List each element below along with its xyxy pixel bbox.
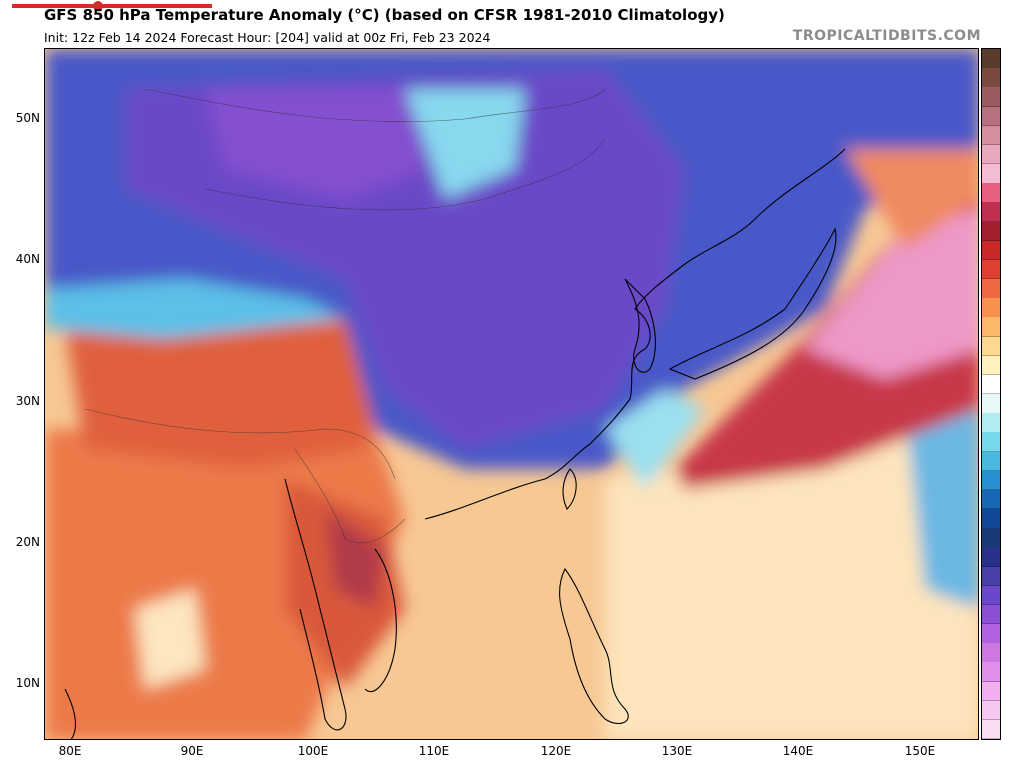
colorbar-swatch <box>982 279 1000 299</box>
neutral-zone-pacific <box>605 429 978 739</box>
coastline-korea <box>624 278 656 373</box>
lat-label-50n: 50N <box>15 111 40 125</box>
cool-zone-east-china-sea <box>605 389 705 489</box>
very-hot-zone-laos <box>325 509 385 609</box>
colorbar-swatch <box>982 509 1000 529</box>
colorbar-swatch <box>982 221 1000 242</box>
colorbar-swatch <box>982 470 1000 491</box>
colorbar-swatch <box>982 164 1000 184</box>
coastlines <box>64 148 846 739</box>
lon-label-80e: 80E <box>58 744 82 758</box>
map-title: GFS 850 hPa Temperature Anomaly (°C) (ba… <box>44 6 725 24</box>
colorbar-swatch <box>982 183 1000 203</box>
colorbar-swatch <box>982 355 1000 376</box>
colorbar-swatch <box>982 144 1000 165</box>
coastline-china <box>424 148 846 520</box>
colorbar-swatch <box>982 719 1000 739</box>
colorbar-swatch <box>982 49 1000 69</box>
colorbar-swatch <box>982 624 1000 644</box>
colorbar-swatch <box>982 432 1000 452</box>
coastline-vietnam <box>364 548 397 692</box>
coastline-sri-lanka <box>64 688 76 739</box>
coastline-philippines <box>559 567 629 724</box>
pink-zone-pacific <box>805 209 978 379</box>
colorbar-swatch <box>982 298 1000 318</box>
neutral-zone-bay-of-bengal <box>135 589 205 689</box>
colorbar-swatch <box>982 643 1000 663</box>
colorbar-swatch <box>982 681 1000 702</box>
border-china-southeast-asia <box>294 448 406 544</box>
lon-label-120e: 120E <box>540 744 572 758</box>
colorbar-swatch <box>982 240 1000 261</box>
colorbar-swatch <box>982 604 1000 625</box>
cool-zone-west <box>45 279 345 339</box>
cool-zone-pacific-east <box>905 389 978 609</box>
colorbar-swatch <box>982 489 1000 510</box>
colorbar-swatch <box>982 528 1000 548</box>
colorbar-swatch <box>982 374 1000 395</box>
map-subtitle: Init: 12z Feb 14 2024 Forecast Hour: [20… <box>44 30 491 45</box>
cold-core-mongolia <box>205 89 425 199</box>
top-accent-dot <box>93 1 103 11</box>
coastline-taiwan <box>562 468 577 510</box>
top-accent-bar <box>12 4 212 8</box>
colorbar-swatch <box>982 68 1000 88</box>
lon-label-110e: 110E <box>418 744 450 758</box>
lon-label-90e: 90E <box>180 744 204 758</box>
warm-zone-north-pacific <box>845 149 978 249</box>
colorbar-swatch <box>982 106 1000 127</box>
border-mongolia-russia <box>144 88 606 122</box>
anomaly-map <box>44 48 979 740</box>
border-himalaya <box>84 408 396 480</box>
lat-label-20n: 20N <box>15 535 40 549</box>
brand-watermark: TROPICALTIDBITS.COM <box>792 28 981 44</box>
colorbar-swatch <box>982 566 1000 587</box>
cool-zone-mongolia <box>405 89 525 199</box>
colorbar-swatch <box>982 259 1000 280</box>
colorbar-swatch <box>982 202 1000 222</box>
hot-zone-tibet <box>65 319 385 469</box>
colorbar-swatch <box>982 87 1000 107</box>
coastline-indochina-west <box>284 478 347 731</box>
colorbar-swatch <box>982 547 1000 567</box>
colorbar-swatch <box>982 125 1000 146</box>
lat-label-30n: 30N <box>15 394 40 408</box>
colorbar-swatch <box>982 413 1000 433</box>
country-borders <box>84 88 606 544</box>
lon-label-150e: 150E <box>904 744 936 758</box>
lon-label-140e: 140E <box>782 744 814 758</box>
lat-label-40n: 40N <box>15 252 40 266</box>
colorbar-swatch <box>982 451 1000 472</box>
lat-label-10n: 10N <box>15 676 40 690</box>
colorbar-swatch <box>982 662 1000 682</box>
coastline-japan <box>668 227 837 380</box>
lon-label-100e: 100E <box>297 744 329 758</box>
colorbar-swatch <box>982 317 1000 337</box>
colorbar-legend <box>981 48 1001 740</box>
colorbar-swatch <box>982 585 1000 606</box>
lon-label-130e: 130E <box>661 744 693 758</box>
colorbar-swatch <box>982 700 1000 721</box>
anomaly-map-svg <box>45 49 978 739</box>
border-mongolia-china <box>204 138 606 211</box>
colorbar-swatch <box>982 394 1000 414</box>
colorbar-swatch <box>982 336 1000 357</box>
